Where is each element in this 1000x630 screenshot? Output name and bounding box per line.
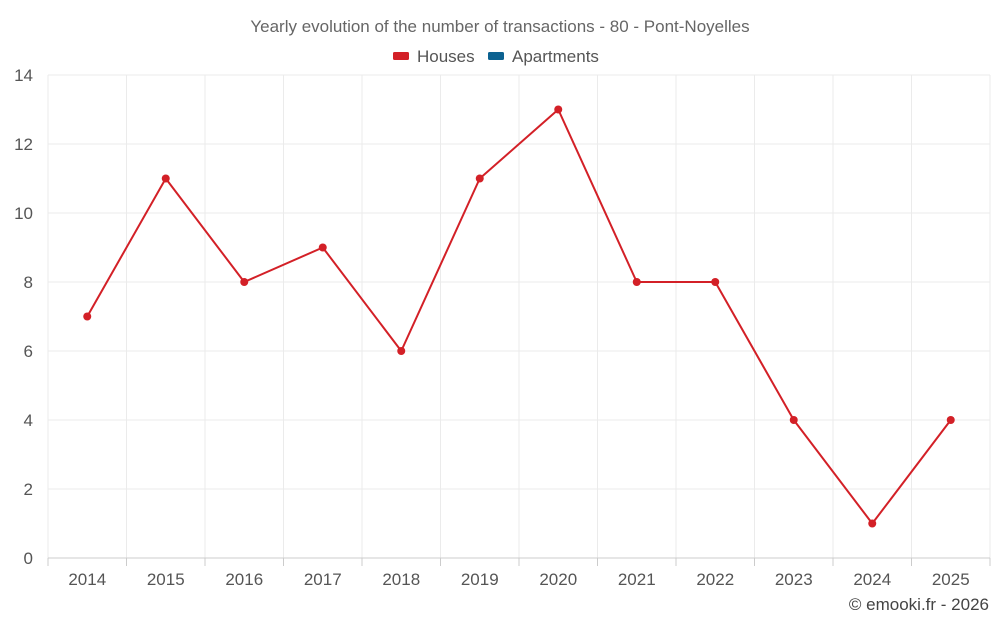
y-tick-label: 0 <box>24 549 33 568</box>
data-point-2024[interactable] <box>868 519 877 528</box>
data-point-2025[interactable] <box>946 416 955 424</box>
x-tick-label: 2017 <box>304 570 342 589</box>
data-point-2019[interactable] <box>475 174 484 183</box>
chart-title: Yearly evolution of the number of transa… <box>250 17 749 36</box>
x-axis: 2014 2015 2016 2017 2018 2019 2020 2021 2022 2023… <box>47 557 991 589</box>
x-tick-label: 2016 <box>225 570 263 589</box>
data-point-2018[interactable] <box>397 347 406 355</box>
data-point-2023[interactable] <box>789 416 798 424</box>
legend-item-houses[interactable]: Houses <box>393 47 475 66</box>
x-tick-label: 2019 <box>461 570 499 589</box>
x-tick-label: 2018 <box>382 570 420 589</box>
y-tick-label: 12 <box>14 135 33 154</box>
y-axis: 0 2 4 6 8 10 12 14 <box>14 66 33 568</box>
x-tick-label: 2022 <box>696 570 734 589</box>
data-point-2015[interactable] <box>161 174 170 183</box>
legend-swatch <box>488 52 504 60</box>
x-tick-label: 2021 <box>618 570 656 589</box>
y-tick-label: 4 <box>24 411 33 430</box>
legend-label: Houses <box>417 47 475 66</box>
x-tick-label: 2014 <box>68 570 106 589</box>
data-point-2017[interactable] <box>318 243 327 252</box>
y-tick-label: 14 <box>14 66 33 85</box>
data-point-2014[interactable] <box>83 312 92 321</box>
x-tick-label: 2025 <box>932 570 970 589</box>
x-tick-label: 2015 <box>147 570 185 589</box>
y-tick-label: 8 <box>24 273 33 292</box>
series-layer <box>83 105 955 528</box>
y-tick-label: 2 <box>24 480 33 499</box>
data-point-2020[interactable] <box>554 105 563 114</box>
x-tick-label: 2023 <box>775 570 813 589</box>
x-tick-label: 2024 <box>853 570 891 589</box>
legend: Houses Apartments <box>393 47 599 66</box>
credit-text: © emooki.fr - 2026 <box>849 595 989 614</box>
y-tick-label: 6 <box>24 342 33 361</box>
data-point-2022[interactable] <box>711 278 720 286</box>
legend-label: Apartments <box>512 47 599 66</box>
data-point-2021[interactable] <box>632 278 641 286</box>
legend-item-apartments[interactable]: Apartments <box>488 47 599 66</box>
data-point-2016[interactable] <box>240 278 249 286</box>
legend-swatch <box>393 52 409 60</box>
series-line-houses <box>86 108 952 525</box>
x-tick-label: 2020 <box>539 570 577 589</box>
y-tick-label: 10 <box>14 204 33 223</box>
grid <box>47 74 991 558</box>
